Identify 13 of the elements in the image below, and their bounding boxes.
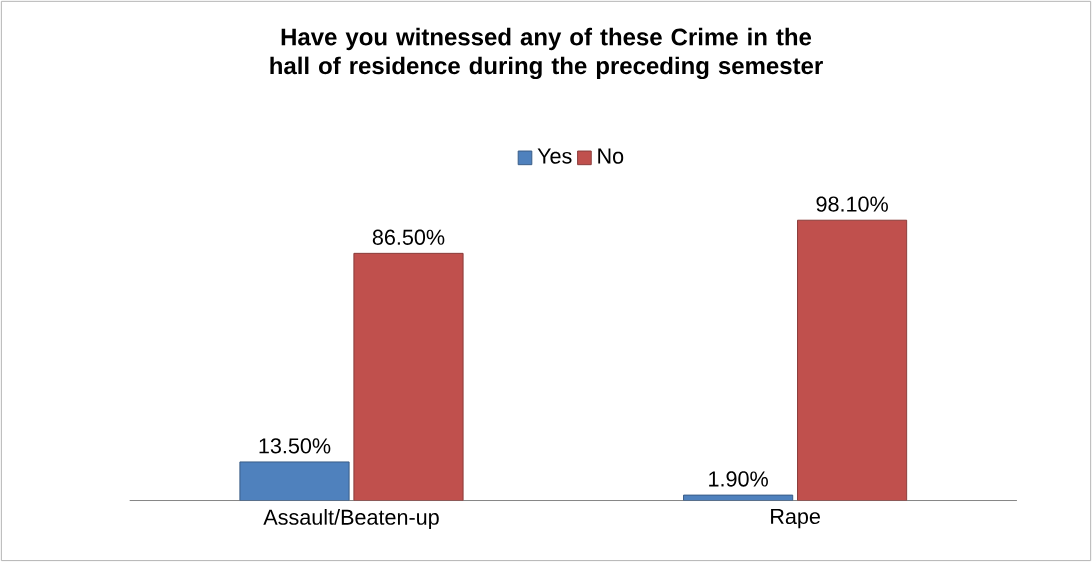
bar [353,252,464,501]
x-tick-label: Rape [771,509,820,529]
chart-title: Have you witnessed any of these Crime in the hall of residence during the preceding semester [270,27,823,80]
bar [797,219,908,501]
legend-label: Yes [537,148,572,164]
bar [239,461,350,501]
data-label: 13.50% [259,438,331,454]
bar [683,494,794,501]
data-label: 86.50% [372,229,445,245]
x-tick-label: Assault/Beaten-up [263,509,439,530]
data-label: 1.90% [709,471,768,487]
legend-label: No [598,148,624,164]
data-label: 98.10% [816,196,888,212]
